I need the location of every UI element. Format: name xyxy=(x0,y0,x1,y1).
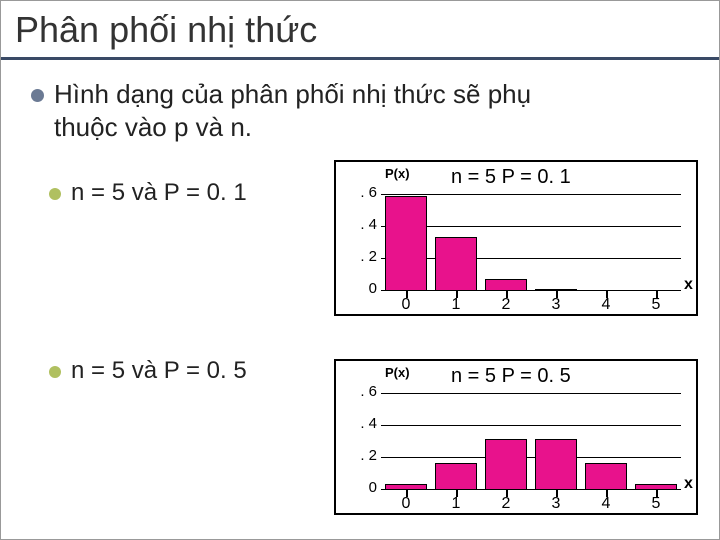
gridline xyxy=(381,457,681,458)
binomial-chart-1: P(x) n = 5 P = 0. 5 . 6 . 4 . 2 00 1 2 3 4 5x xyxy=(334,359,698,515)
x-tick-label: 0 xyxy=(394,296,418,314)
y-tick-label: . 4 xyxy=(347,415,377,432)
x-tick-label: 4 xyxy=(594,495,618,513)
disc-bullet-icon xyxy=(49,188,61,200)
x-tick-label: 5 xyxy=(644,495,668,513)
x-tick-label: 2 xyxy=(494,296,518,314)
plot-area xyxy=(381,194,681,290)
sub-bullet-text-1: n = 5 và P = 0. 5 xyxy=(71,357,247,385)
x-tick-label: 3 xyxy=(544,296,568,314)
y-axis-label: P(x) xyxy=(385,365,410,380)
y-tick-label: . 4 xyxy=(347,216,377,233)
bar xyxy=(435,463,477,489)
binomial-chart-0: P(x) n = 5 P = 0. 1 . 6 . 4 . 2 00 1 2 3 4 5x xyxy=(334,160,698,316)
page-title: Phân phối nhị thức xyxy=(1,1,719,55)
bar xyxy=(535,439,577,489)
y-axis-label: P(x) xyxy=(385,166,410,181)
chart-title: n = 5 P = 0. 1 xyxy=(451,166,571,189)
x-axis-label: x xyxy=(684,276,693,294)
x-axis-label: x xyxy=(684,475,693,493)
gridline xyxy=(381,489,681,490)
y-tick-label: . 2 xyxy=(347,248,377,265)
main-bullet-text: Hình dạng của phân phối nhị thức sẽ phụ … xyxy=(54,78,594,143)
y-tick-label: . 2 xyxy=(347,447,377,464)
y-tick-label: . 6 xyxy=(347,383,377,400)
x-tick-label: 0 xyxy=(394,495,418,513)
y-tick-label: 0 xyxy=(347,479,377,496)
disc-bullet-icon xyxy=(31,89,44,102)
bar xyxy=(385,196,427,290)
y-tick-label: 0 xyxy=(347,280,377,297)
bar xyxy=(435,237,477,290)
bar xyxy=(485,279,527,290)
x-tick-label: 1 xyxy=(444,296,468,314)
x-tick-label: 1 xyxy=(444,495,468,513)
slide: Phân phối nhị thức Hình dạng của phân ph… xyxy=(0,0,720,540)
x-tick-label: 3 xyxy=(544,495,568,513)
bar xyxy=(585,463,627,489)
x-tick-label: 5 xyxy=(644,296,668,314)
gridline xyxy=(381,290,681,291)
sub-bullet-text-0: n = 5 và P = 0. 1 xyxy=(71,179,247,207)
plot-area xyxy=(381,393,681,489)
disc-bullet-icon xyxy=(49,366,61,378)
gridline xyxy=(381,393,681,394)
x-tick-label: 4 xyxy=(594,296,618,314)
chart-title: n = 5 P = 0. 5 xyxy=(451,365,571,388)
bar xyxy=(485,439,527,489)
y-tick-label: . 6 xyxy=(347,184,377,201)
x-tick-label: 2 xyxy=(494,495,518,513)
gridline xyxy=(381,425,681,426)
main-bullet-row: Hình dạng của phân phối nhị thức sẽ phụ … xyxy=(31,78,707,143)
